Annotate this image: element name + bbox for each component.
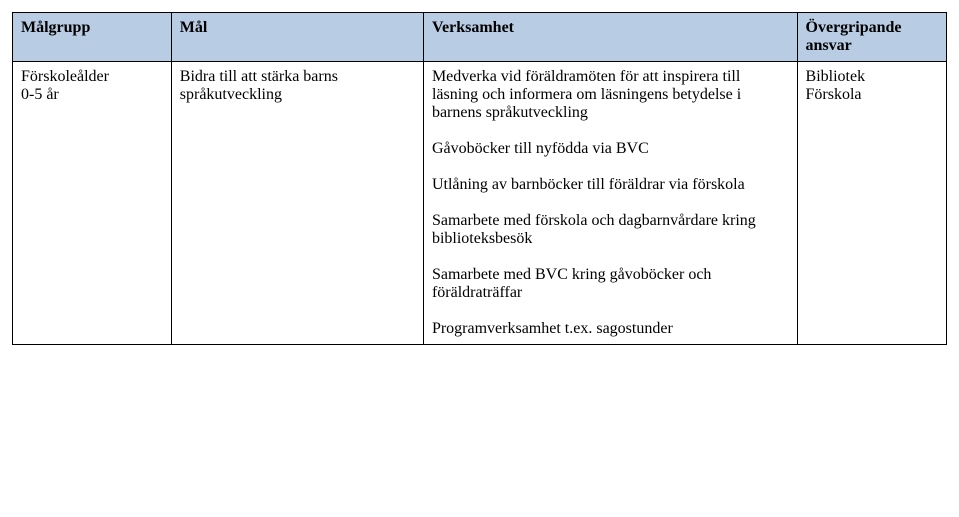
table-row: Förskoleålder 0-5 år Bidra till att stär… <box>13 62 947 345</box>
header-mal: Mål <box>171 13 423 62</box>
header-malgrupp: Målgrupp <box>13 13 172 62</box>
ansvar-line2: Förskola <box>806 86 938 104</box>
malgrupp-line1: Förskoleålder <box>21 68 163 86</box>
verksamhet-block-6: Programverksamhet t.ex. sagostunder <box>432 320 789 338</box>
malgrupp-line2: 0-5 år <box>21 86 163 104</box>
verksamhet-block-1: Medverka vid föräldramöten för att inspi… <box>432 68 789 122</box>
cell-ansvar: Bibliotek Förskola <box>797 62 946 345</box>
ansvar-line1: Bibliotek <box>806 68 938 86</box>
header-ansvar: Övergripande ansvar <box>797 13 946 62</box>
verksamhet-block-5: Samarbete med BVC kring gåvoböcker och f… <box>432 266 789 302</box>
header-verksamhet: Verksamhet <box>423 13 797 62</box>
mal-line2: språkutveckling <box>180 86 415 104</box>
mal-line1: Bidra till att stärka barns <box>180 68 415 86</box>
verksamhet-block-2: Gåvoböcker till nyfödda via BVC <box>432 140 789 158</box>
cell-verksamhet: Medverka vid föräldramöten för att inspi… <box>423 62 797 345</box>
plan-table: Målgrupp Mål Verksamhet Övergripande ans… <box>12 12 947 345</box>
cell-mal: Bidra till att stärka barns språkutveckl… <box>171 62 423 345</box>
header-ansvar-line1: Övergripande ansvar <box>806 19 902 54</box>
verksamhet-block-4: Samarbete med förskola och dagbarnvårdar… <box>432 212 789 248</box>
verksamhet-block-3: Utlåning av barnböcker till föräldrar vi… <box>432 176 789 194</box>
cell-malgrupp: Förskoleålder 0-5 år <box>13 62 172 345</box>
header-row: Målgrupp Mål Verksamhet Övergripande ans… <box>13 13 947 62</box>
